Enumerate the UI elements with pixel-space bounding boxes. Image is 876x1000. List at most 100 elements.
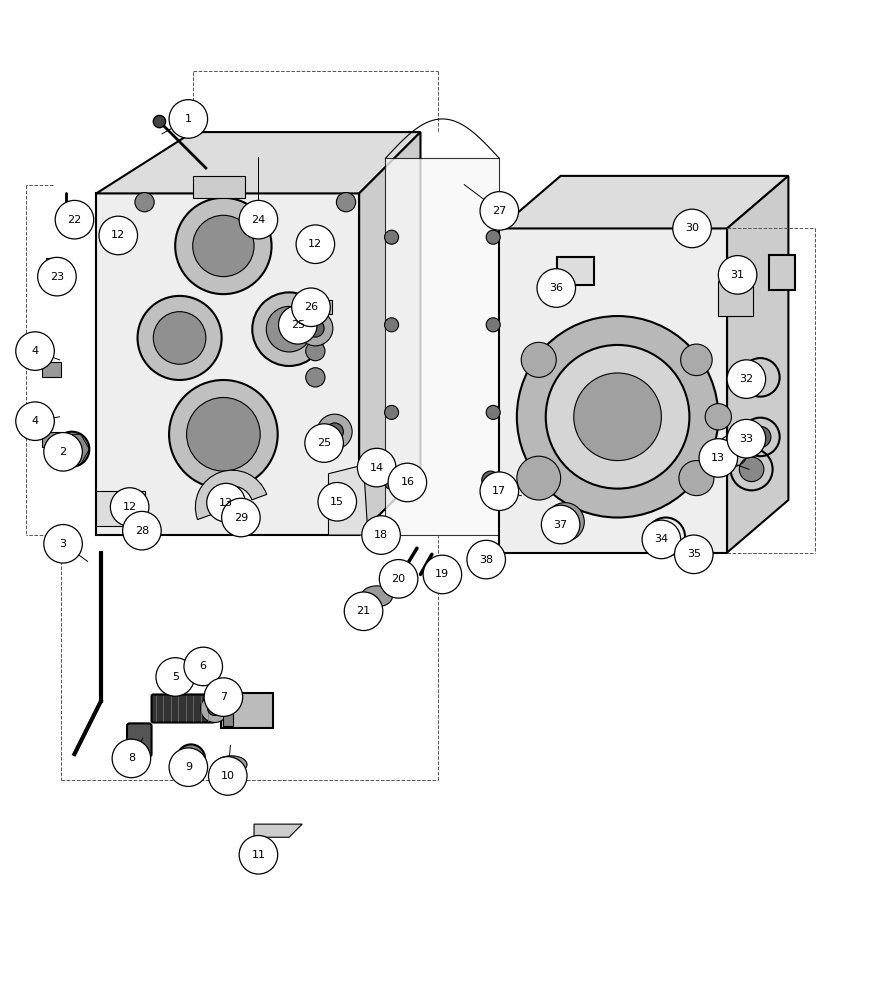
Ellipse shape	[705, 404, 731, 430]
Ellipse shape	[385, 318, 399, 332]
Circle shape	[156, 658, 194, 696]
Polygon shape	[96, 491, 145, 526]
Circle shape	[467, 540, 505, 579]
Ellipse shape	[153, 115, 166, 128]
Ellipse shape	[298, 311, 333, 346]
Text: 30: 30	[685, 223, 699, 233]
Text: 23: 23	[50, 272, 64, 282]
Ellipse shape	[326, 423, 343, 440]
Circle shape	[38, 257, 76, 296]
Ellipse shape	[317, 414, 352, 449]
Ellipse shape	[135, 512, 154, 532]
Polygon shape	[499, 176, 788, 228]
Text: 18: 18	[374, 530, 388, 540]
Circle shape	[344, 592, 383, 631]
Circle shape	[727, 360, 766, 398]
Ellipse shape	[385, 475, 399, 489]
Bar	[42, 362, 61, 377]
Text: 7: 7	[220, 692, 227, 702]
Ellipse shape	[193, 215, 254, 277]
Circle shape	[16, 402, 54, 440]
Circle shape	[123, 511, 161, 550]
Circle shape	[112, 739, 151, 778]
Text: 36: 36	[549, 283, 563, 293]
Text: 5: 5	[172, 672, 179, 682]
Ellipse shape	[385, 230, 399, 244]
Ellipse shape	[361, 586, 392, 607]
Polygon shape	[385, 158, 499, 535]
Circle shape	[480, 472, 519, 511]
Circle shape	[207, 483, 245, 522]
Circle shape	[169, 100, 208, 138]
Text: 10: 10	[221, 771, 235, 781]
Circle shape	[44, 433, 82, 471]
Ellipse shape	[371, 518, 399, 546]
Ellipse shape	[184, 751, 198, 765]
Polygon shape	[328, 465, 368, 535]
Ellipse shape	[750, 426, 771, 447]
Text: 12: 12	[308, 239, 322, 249]
Text: 4: 4	[32, 346, 39, 356]
Bar	[46, 258, 63, 274]
Circle shape	[44, 525, 82, 563]
Circle shape	[362, 516, 400, 554]
Circle shape	[208, 757, 247, 795]
Text: 13: 13	[219, 498, 233, 508]
Ellipse shape	[472, 544, 495, 567]
Text: 2: 2	[60, 447, 67, 457]
Ellipse shape	[694, 214, 708, 228]
Ellipse shape	[486, 475, 500, 489]
Ellipse shape	[486, 318, 500, 332]
Polygon shape	[727, 176, 788, 553]
Ellipse shape	[224, 760, 238, 769]
Text: 29: 29	[234, 513, 248, 523]
Ellipse shape	[307, 320, 324, 337]
Ellipse shape	[306, 341, 325, 361]
Ellipse shape	[394, 467, 426, 498]
Text: 35: 35	[687, 549, 701, 559]
Text: 11: 11	[251, 850, 265, 860]
Text: 25: 25	[317, 438, 331, 448]
Circle shape	[239, 200, 278, 239]
Ellipse shape	[306, 368, 325, 387]
Circle shape	[305, 424, 343, 462]
Circle shape	[718, 256, 757, 294]
Ellipse shape	[138, 296, 222, 380]
Text: 15: 15	[330, 497, 344, 507]
Text: 34: 34	[654, 534, 668, 544]
Circle shape	[357, 448, 396, 487]
FancyBboxPatch shape	[152, 694, 215, 723]
Bar	[223, 694, 233, 726]
Text: 22: 22	[67, 215, 81, 225]
Circle shape	[99, 216, 138, 255]
Ellipse shape	[169, 380, 278, 489]
Bar	[42, 432, 61, 447]
Circle shape	[480, 192, 519, 230]
Text: 27: 27	[492, 206, 506, 216]
Ellipse shape	[175, 198, 272, 294]
Ellipse shape	[201, 694, 229, 723]
Text: 26: 26	[304, 302, 318, 312]
Text: 19: 19	[435, 569, 449, 579]
Circle shape	[388, 463, 427, 502]
Circle shape	[675, 535, 713, 574]
Text: 13: 13	[711, 453, 725, 463]
Ellipse shape	[336, 193, 356, 212]
Circle shape	[642, 520, 681, 559]
Ellipse shape	[153, 312, 206, 364]
Ellipse shape	[517, 456, 561, 500]
Ellipse shape	[482, 471, 499, 489]
Circle shape	[239, 836, 278, 874]
Text: 37: 37	[554, 520, 568, 530]
Ellipse shape	[366, 453, 391, 477]
Text: 3: 3	[60, 539, 67, 549]
Circle shape	[537, 269, 576, 307]
Ellipse shape	[266, 306, 312, 352]
Circle shape	[110, 488, 149, 526]
Circle shape	[16, 332, 54, 370]
Ellipse shape	[486, 230, 500, 244]
Circle shape	[222, 498, 260, 537]
FancyBboxPatch shape	[127, 723, 152, 757]
Text: 32: 32	[739, 374, 753, 384]
Circle shape	[699, 439, 738, 477]
